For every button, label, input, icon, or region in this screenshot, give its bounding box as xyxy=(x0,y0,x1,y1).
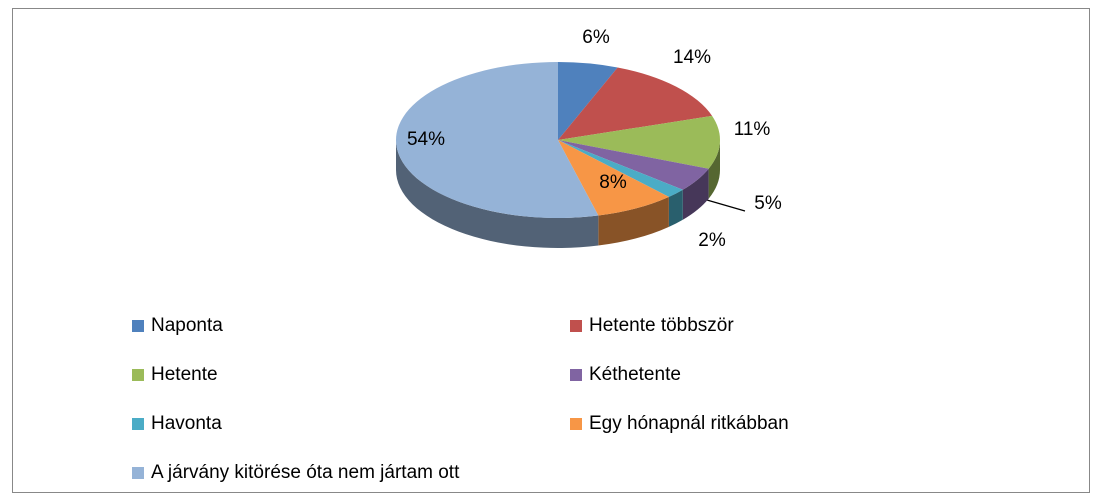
data-label: 8% xyxy=(599,172,627,193)
pie-slice xyxy=(558,140,683,197)
legend-swatch xyxy=(570,320,582,332)
data-label: 11% xyxy=(734,119,771,140)
leader-line xyxy=(699,197,746,212)
legend-swatch xyxy=(132,418,144,430)
legend-swatch xyxy=(570,369,582,381)
legend-swatch xyxy=(570,418,582,430)
pie-side xyxy=(708,140,720,199)
legend-label: Kéthetente xyxy=(589,364,681,385)
pie-slice xyxy=(396,62,599,218)
pie-slice xyxy=(558,140,709,190)
data-label: 2% xyxy=(698,230,726,251)
pie-side xyxy=(396,140,599,248)
data-label: 14% xyxy=(673,47,711,68)
legend-label: Naponta xyxy=(151,315,223,336)
data-label: 5% xyxy=(754,193,782,214)
pie-slice xyxy=(558,62,618,140)
data-label: 54% xyxy=(407,129,445,150)
legend-swatch xyxy=(132,320,144,332)
pie-slice xyxy=(558,140,669,216)
data-label: 6% xyxy=(582,27,610,48)
legend-swatch xyxy=(132,369,144,381)
legend-label: Havonta xyxy=(151,413,222,434)
pie-side xyxy=(682,168,709,220)
legend-swatch xyxy=(132,467,144,479)
legend-label: Egy hónapnál ritkábban xyxy=(589,413,789,434)
pie-slice xyxy=(558,115,720,169)
legend-label: Hetente xyxy=(151,364,218,385)
pie-side xyxy=(668,189,683,227)
legend-label: Hetente többször xyxy=(589,315,734,336)
pie-side xyxy=(598,196,669,246)
legend-label: A járvány kitörése óta nem jártam ott xyxy=(151,462,460,483)
pie-slice xyxy=(558,67,713,140)
